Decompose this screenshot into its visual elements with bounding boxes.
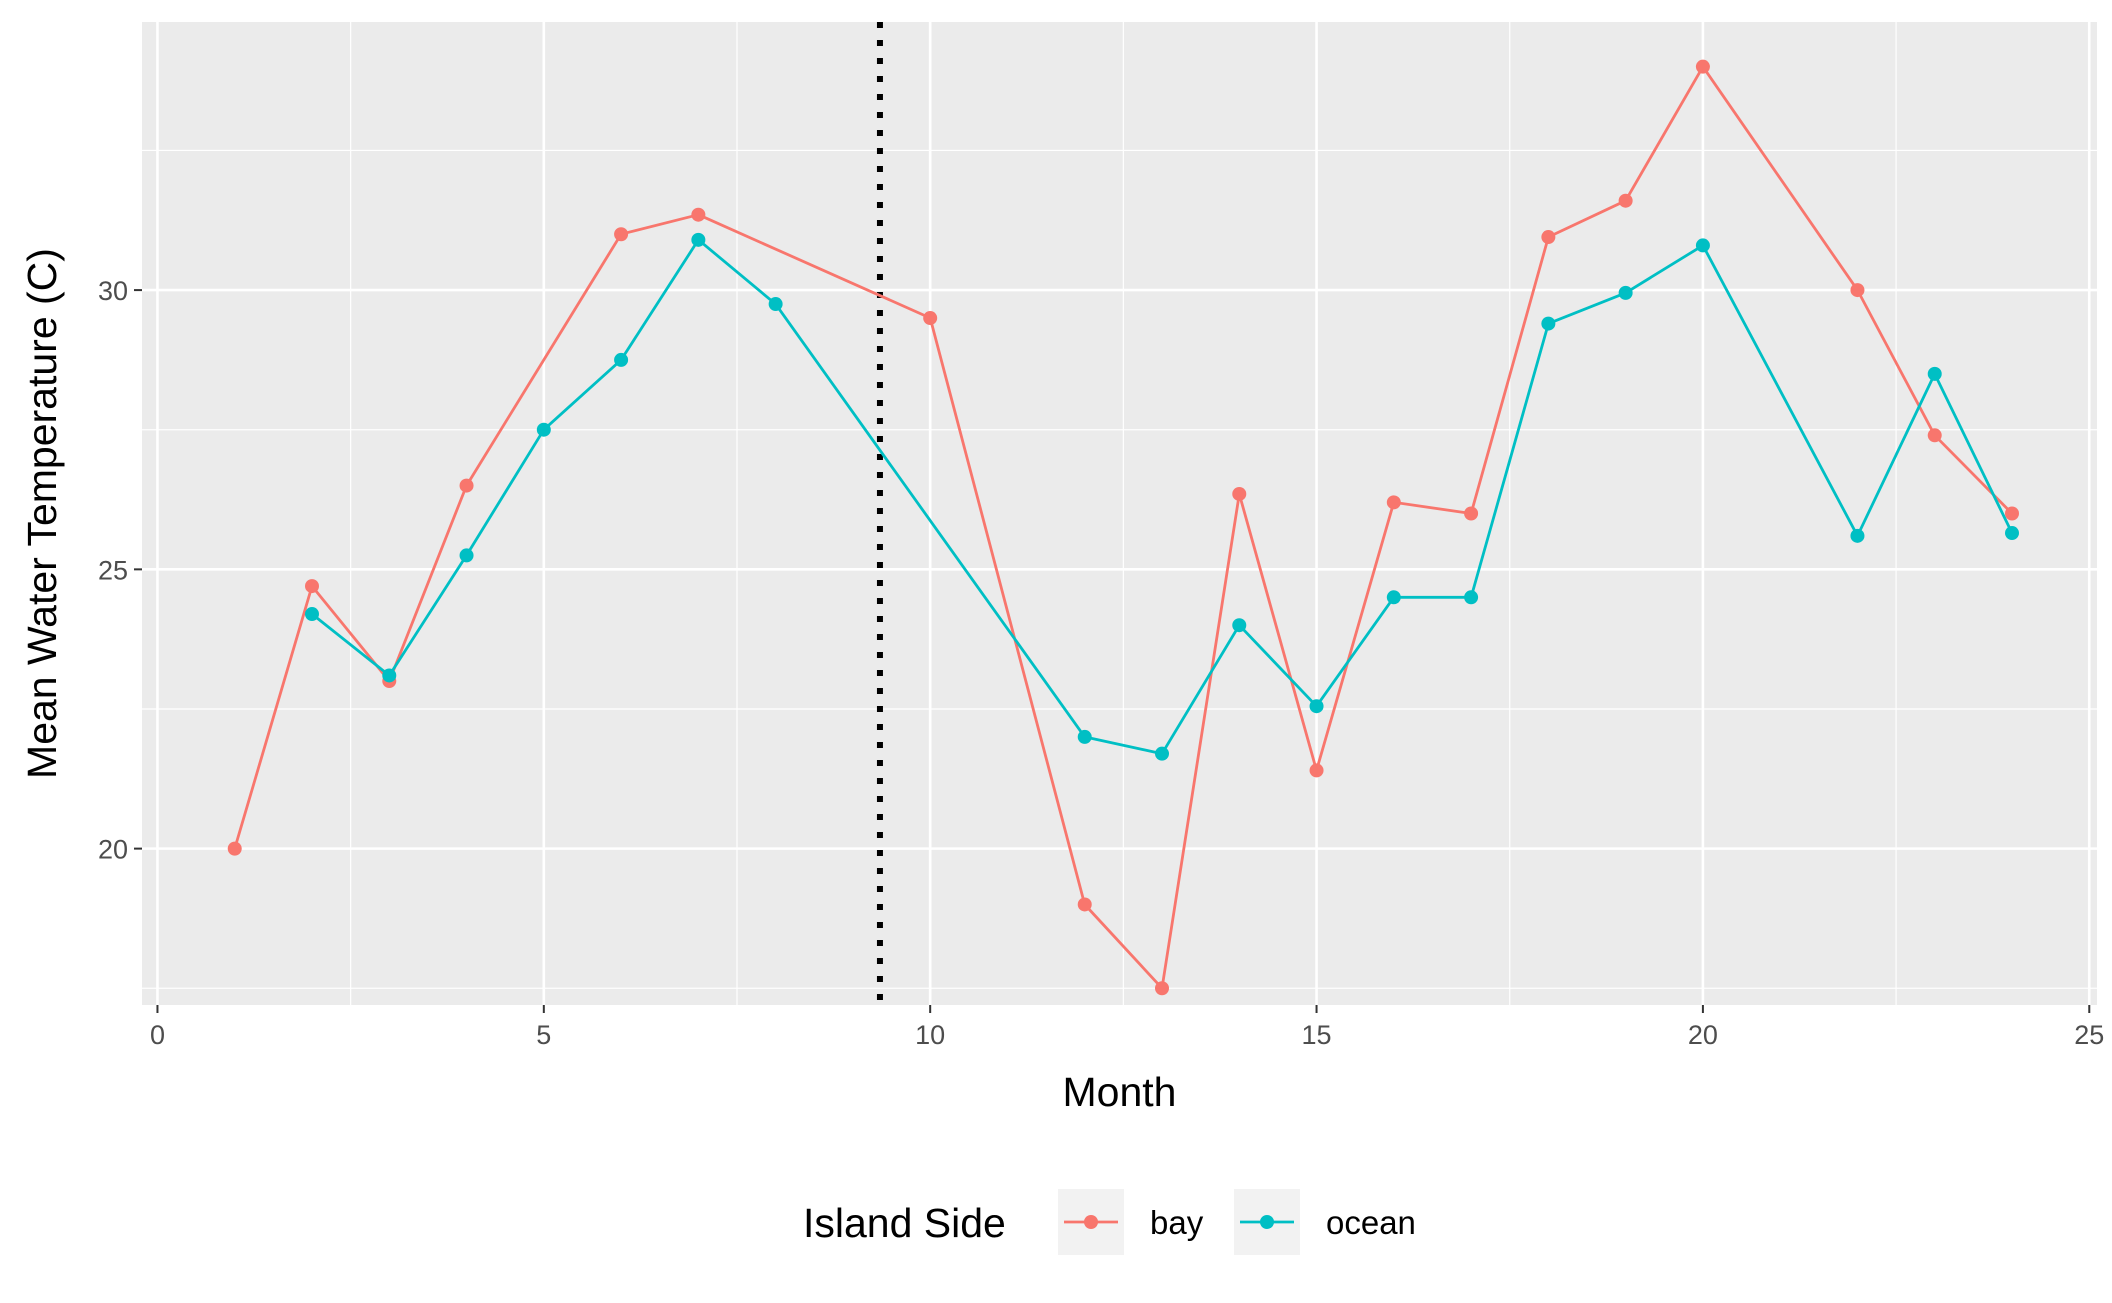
y-axis-title: Mean Water Temperature (C) — [19, 248, 65, 779]
x-tick-label: 15 — [1302, 1020, 1332, 1050]
data-point-ocean — [536, 422, 551, 437]
data-point-bay — [1386, 495, 1401, 510]
legend-entry-bay: bay — [1058, 1189, 1204, 1255]
data-point-bay — [227, 841, 242, 856]
series-bay — [227, 59, 2019, 996]
y-tick-label: 30 — [98, 276, 128, 306]
data-point-ocean — [459, 548, 474, 563]
legend-label-ocean: ocean — [1326, 1204, 1416, 1241]
data-point-bay — [1618, 193, 1633, 208]
data-point-bay — [1541, 230, 1556, 245]
series-layer — [227, 59, 2019, 996]
data-point-bay — [459, 478, 474, 493]
y-tick-label: 25 — [98, 555, 128, 585]
data-point-ocean — [1541, 316, 1556, 331]
data-point-bay — [1464, 506, 1479, 521]
legend: Island Side bay ocean — [803, 1189, 1416, 1255]
data-point-bay — [2005, 506, 2019, 521]
y-tick-label: 20 — [98, 835, 128, 865]
data-point-bay — [614, 227, 629, 242]
data-point-bay — [923, 311, 938, 326]
x-tick-label: 0 — [150, 1020, 165, 1050]
data-point-ocean — [2005, 526, 2019, 541]
x-tick-label: 10 — [915, 1020, 945, 1050]
data-point-ocean — [1232, 618, 1247, 633]
data-point-ocean — [768, 297, 783, 312]
data-point-bay — [305, 579, 319, 594]
data-point-ocean — [691, 232, 706, 247]
x-tick-label: 25 — [2074, 1020, 2104, 1050]
data-point-ocean — [305, 607, 319, 622]
legend-label-bay: bay — [1150, 1204, 1204, 1241]
data-point-bay — [691, 207, 706, 222]
data-point-ocean — [1850, 528, 1865, 543]
series-ocean — [305, 232, 2019, 761]
data-point-ocean — [1464, 590, 1479, 605]
data-point-bay — [1850, 283, 1865, 298]
data-point-ocean — [1695, 238, 1710, 253]
data-point-ocean — [1309, 699, 1324, 714]
plot-panel — [142, 22, 2097, 1005]
x-axis-title: Month — [1063, 1069, 1177, 1115]
data-point-ocean — [1077, 729, 1092, 744]
data-point-bay — [1695, 59, 1710, 74]
legend-entry-ocean: ocean — [1234, 1189, 1416, 1255]
data-point-ocean — [1618, 285, 1633, 300]
data-point-bay — [1077, 897, 1092, 912]
data-point-bay — [1155, 981, 1169, 996]
major-gridlines — [142, 22, 2097, 1005]
data-point-ocean — [614, 352, 629, 367]
minor-gridlines — [142, 22, 2097, 1005]
x-tick-label: 5 — [536, 1020, 551, 1050]
legend-key-point — [1260, 1215, 1274, 1229]
legend-key-point — [1084, 1215, 1098, 1229]
x-tick-label: 20 — [1688, 1020, 1718, 1050]
legend-title: Island Side — [803, 1200, 1006, 1246]
axes-layer: 0 5 10 15 20 25 20 25 30 — [98, 276, 2104, 1050]
data-point-bay — [1232, 486, 1247, 501]
data-point-ocean — [382, 668, 397, 683]
data-point-bay — [1927, 428, 1942, 443]
data-point-bay — [1309, 763, 1324, 778]
data-point-ocean — [1927, 366, 1942, 381]
data-point-ocean — [1155, 746, 1169, 761]
data-point-ocean — [1386, 590, 1401, 605]
